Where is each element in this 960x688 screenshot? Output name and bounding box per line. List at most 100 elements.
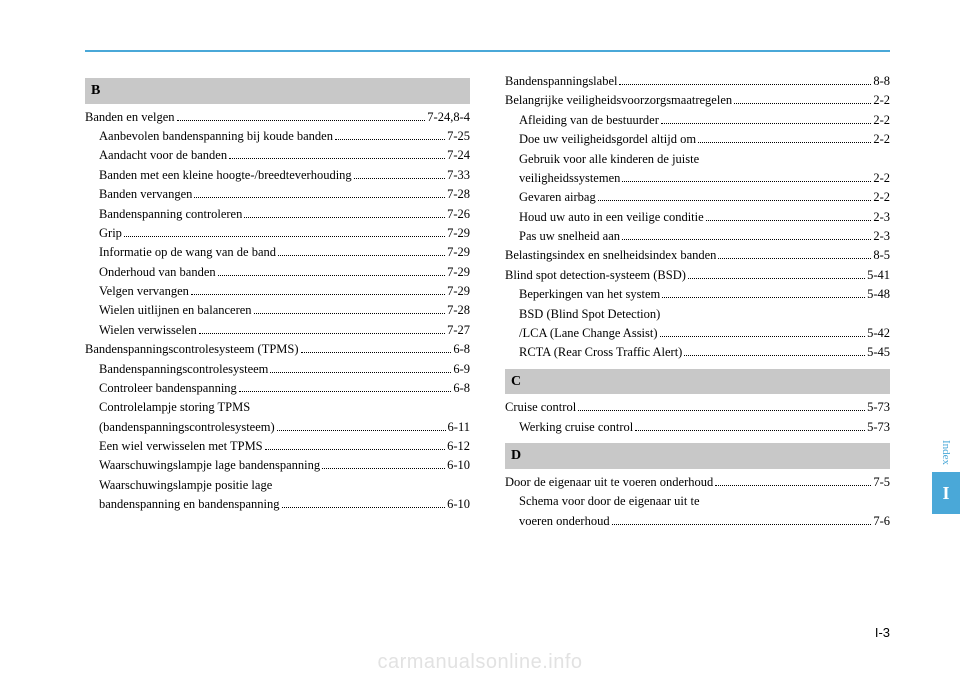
leader-dots [229,158,445,159]
index-entry: veiligheidssystemen 2-2 [505,169,890,188]
entry-label: Wielen verwisselen [99,321,197,340]
entry-label: Banden met een kleine hoogte-/breedtever… [99,166,352,185]
index-entry: Velgen vervangen 7-29 [85,282,470,301]
index-entry: RCTA (Rear Cross Traffic Alert) 5-45 [505,343,890,362]
entry-pageref: 7-29 [447,263,470,282]
leader-dots [635,430,865,431]
index-entry: Beperkingen van het system 5-48 [505,285,890,304]
entry-pageref: 7-27 [447,321,470,340]
left-column: B Banden en velgen 7-24,8-4Aanbevolen ba… [85,72,470,531]
entry-label: Houd uw auto in een veilige conditie [519,208,704,227]
index-entry: Belastingsindex en snelheidsindex banden… [505,246,890,265]
entry-pageref: 2-2 [873,111,890,130]
index-entry: Een wiel verwisselen met TPMS 6-12 [85,437,470,456]
entry-pageref: 5-41 [867,266,890,285]
entry-pageref: 2-2 [873,130,890,149]
leader-dots [254,313,446,314]
index-entry: Aanbevolen bandenspanning bij koude band… [85,127,470,146]
top-rule [85,50,890,52]
entry-label: veiligheidssystemen [519,169,620,188]
index-entry: Onderhoud van banden 7-29 [85,263,470,282]
entry-label: Waarschuwingslampje positie lage [99,476,272,495]
leader-dots [698,142,871,143]
index-entry: Belangrijke veiligheidsvoorzorgsmaatrege… [505,91,890,110]
entry-pageref: 7-28 [447,301,470,320]
page-container: B Banden en velgen 7-24,8-4Aanbevolen ba… [0,0,960,688]
index-entry: /LCA (Lane Change Assist) 5-42 [505,324,890,343]
entry-pageref: 6-11 [448,418,470,437]
entry-label: Gevaren airbag [519,188,596,207]
index-entry: Grip 7-29 [85,224,470,243]
leader-dots [684,355,865,356]
entry-pageref: 2-3 [873,208,890,227]
entry-pageref: 7-24,8-4 [427,108,470,127]
side-tab-letter: I [942,483,949,504]
entry-label: Wielen uitlijnen en balanceren [99,301,252,320]
entry-label: Bandenspanningslabel [505,72,617,91]
entry-list-c: Cruise control 5-73Werking cruise contro… [505,398,890,437]
leader-dots [612,524,872,525]
entry-label: Door de eigenaar uit te voeren onderhoud [505,473,713,492]
entry-pageref: 7-26 [447,205,470,224]
index-entry: Waarschuwingslampje lage bandenspanning … [85,456,470,475]
entry-pageref: 5-48 [867,285,890,304]
entry-label: /LCA (Lane Change Assist) [519,324,658,343]
entry-label: Banden vervangen [99,185,192,204]
index-entry: Cruise control 5-73 [505,398,890,417]
leader-dots [598,200,872,201]
entry-label: Waarschuwingslampje lage bandenspanning [99,456,320,475]
side-tab-letter-box: I [932,472,960,514]
leader-dots [194,197,445,198]
entry-pageref: 7-29 [447,282,470,301]
leader-dots [354,178,445,179]
entry-pageref: 6-10 [447,495,470,514]
leader-dots [715,485,871,486]
index-entry: Werking cruise control 5-73 [505,418,890,437]
leader-dots [277,430,446,431]
leader-dots [662,297,865,298]
entry-pageref: 7-6 [873,512,890,531]
index-entry: Banden en velgen 7-24,8-4 [85,108,470,127]
index-entry: Gevaren airbag 2-2 [505,188,890,207]
index-entry: Controlelampje storing TPMS [85,398,470,417]
index-entry: Houd uw auto in een veilige conditie 2-3 [505,208,890,227]
entry-pageref: 2-3 [873,227,890,246]
entry-label: Een wiel verwisselen met TPMS [99,437,263,456]
index-entry: Gebruik voor alle kinderen de juiste [505,150,890,169]
entry-label: Blind spot detection-systeem (BSD) [505,266,686,285]
entry-label: (bandenspanningscontrolesysteem) [99,418,275,437]
entry-pageref: 6-9 [453,360,470,379]
entry-pageref: 8-5 [873,246,890,265]
entry-label: Aanbevolen bandenspanning bij koude band… [99,127,333,146]
leader-dots [124,236,445,237]
watermark-text: carmanualsonline.info [0,651,960,674]
entry-label: Belangrijke veiligheidsvoorzorgsmaatrege… [505,91,732,110]
entry-label: Aandacht voor de banden [99,146,227,165]
entry-pageref: 7-33 [447,166,470,185]
index-entry: Banden met een kleine hoogte-/breedtever… [85,166,470,185]
entry-list-b1: Banden en velgen 7-24,8-4Aanbevolen band… [85,108,470,399]
entry-pageref: 2-2 [873,169,890,188]
entry-pageref: 5-73 [867,418,890,437]
leader-dots [661,123,871,124]
leader-dots [622,181,871,182]
entry-label: RCTA (Rear Cross Traffic Alert) [519,343,682,362]
leader-dots [218,275,445,276]
entry-pageref: 6-8 [453,340,470,359]
leader-dots [578,410,865,411]
entry-label: Gebruik voor alle kinderen de juiste [519,150,699,169]
entry-pageref: 6-12 [447,437,470,456]
leader-dots [191,294,445,295]
leader-dots [282,507,446,508]
leader-dots [322,468,445,469]
leader-dots [270,372,451,373]
index-entry: Door de eigenaar uit te voeren onderhoud… [505,473,890,492]
entry-list-top: Bandenspanningslabel 8-8Belangrijke veil… [505,72,890,150]
section-header-c: C [505,369,890,395]
entry-label: Belastingsindex en snelheidsindex banden [505,246,716,265]
entry-label: Beperkingen van het system [519,285,660,304]
leader-dots [622,239,871,240]
entry-label: Velgen vervangen [99,282,189,301]
entry-pageref: 6-8 [453,379,470,398]
index-entry: Waarschuwingslampje positie lage [85,476,470,495]
